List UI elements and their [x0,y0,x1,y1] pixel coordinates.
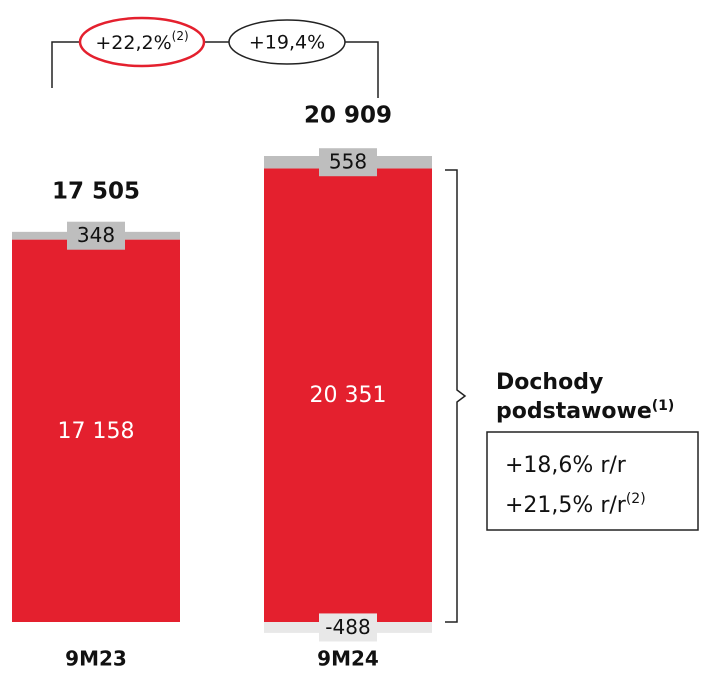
growth-label: +19,4% [249,32,325,54]
core-title-text: podstawowe [496,399,652,424]
bar-segment [12,239,180,622]
core-title: Dochody [496,370,603,395]
value-label: -488 [325,615,370,639]
value-label: 20 351 [310,383,387,408]
core-growth: +18,6% r/r [505,453,627,478]
footnote: (2) [172,29,189,43]
core-growth: +21,5% r/r(2) [505,491,646,518]
growth-oval [78,16,206,68]
growth-label: +22,2%(2) [95,29,188,54]
connector [51,41,379,98]
core-box [486,431,699,531]
growth-value: +22,2% [95,32,171,54]
label-box [67,221,125,250]
core-growth-text: +21,5% r/r [505,493,627,518]
label-box [319,148,377,177]
footnote: (2) [626,491,646,507]
value-label: 558 [329,150,367,174]
footnote: (1) [652,398,675,414]
core-title: podstawowe(1) [496,398,674,424]
bracket [445,169,467,623]
category-label: 9M23 [65,647,127,671]
label-box [319,613,377,642]
total-label: 20 909 [304,103,392,129]
growth-oval [228,19,346,65]
value-label: 348 [77,223,115,247]
bar-segment [264,168,432,623]
category-label: 9M24 [317,647,379,671]
value-label: 17 158 [58,419,135,444]
total-label: 17 505 [52,178,140,204]
